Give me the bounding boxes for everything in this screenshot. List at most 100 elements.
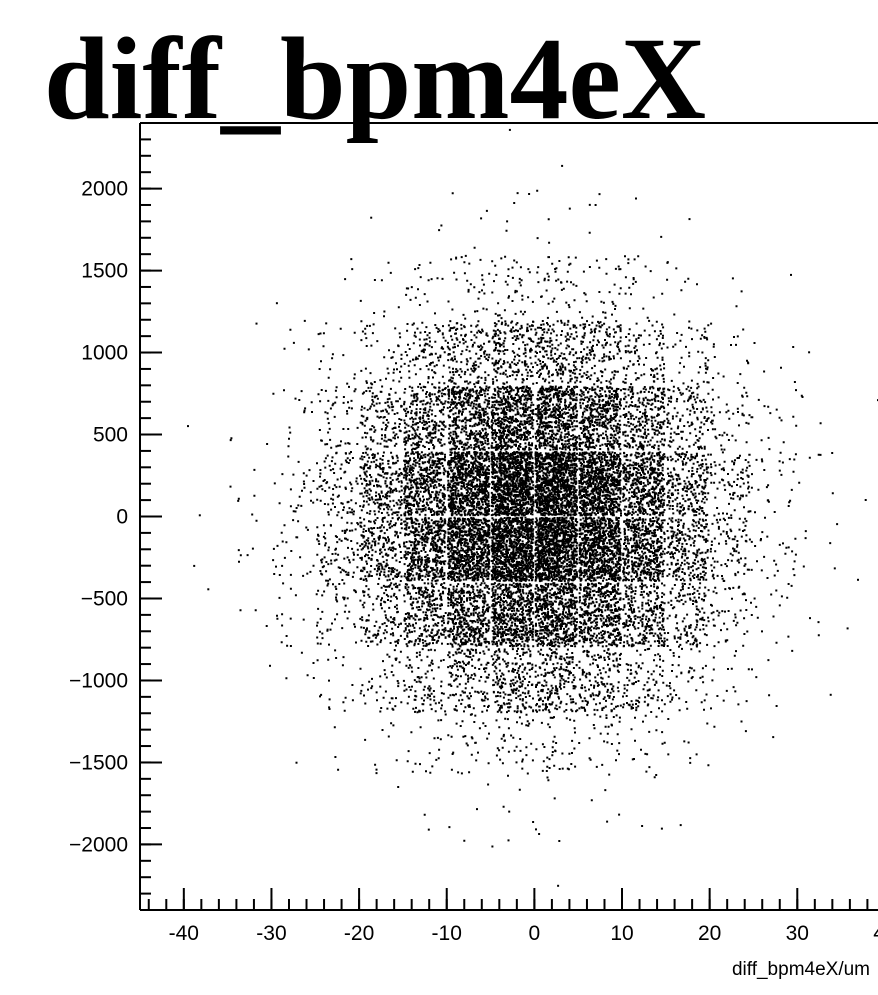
- dot-cluster: [505, 192, 531, 232]
- dot-cluster: [535, 716, 577, 779]
- dot-cluster: [275, 302, 278, 305]
- dot-cluster: [438, 224, 443, 232]
- x-tick-label: 40: [873, 922, 878, 945]
- x-tick-label: -30: [256, 922, 286, 945]
- dot-cluster: [666, 261, 698, 316]
- dot-cluster: [710, 386, 754, 451]
- y-tick-label: 1500: [81, 260, 128, 283]
- dot-cluster: [333, 726, 340, 771]
- dot-cluster: [666, 582, 710, 648]
- dot-cluster: [446, 516, 491, 582]
- y-tick-label: 2000: [81, 178, 128, 201]
- dot-cluster: [448, 783, 490, 842]
- dot-cluster: [447, 254, 491, 320]
- dot-cluster: [754, 451, 797, 514]
- dot-cluster: [403, 516, 447, 582]
- dot-cluster: [508, 128, 511, 131]
- dot-cluster: [237, 519, 258, 563]
- dot-cluster: [198, 514, 201, 517]
- dot-cluster: [557, 884, 560, 887]
- dot-cluster: [754, 516, 797, 579]
- dot-cluster: [864, 499, 867, 501]
- x-tick-label: -40: [169, 922, 199, 945]
- dot-cluster: [753, 583, 793, 644]
- dot-cluster: [757, 389, 798, 451]
- dot-cluster: [269, 664, 271, 667]
- dot-cluster: [317, 322, 356, 385]
- dot-cluster: [713, 720, 747, 733]
- dot-cluster: [316, 451, 359, 517]
- dot-cluster: [490, 385, 535, 451]
- dot-cluster: [536, 189, 571, 244]
- dot-cluster: [666, 517, 710, 582]
- dot-cluster: [490, 647, 535, 714]
- scatter-area: [187, 128, 878, 887]
- dot-cluster: [709, 451, 753, 517]
- dot-cluster: [578, 713, 621, 776]
- dot-cluster: [857, 578, 859, 581]
- dot-cluster: [846, 627, 849, 630]
- dot-cluster: [666, 451, 710, 517]
- dot-cluster: [666, 320, 710, 385]
- dot-cluster: [495, 713, 534, 777]
- dot-cluster: [622, 516, 666, 583]
- dot-cluster: [710, 585, 753, 648]
- dot-cluster: [622, 319, 666, 386]
- dot-cluster: [578, 258, 622, 319]
- dot-cluster: [578, 648, 622, 713]
- dot-cluster: [359, 582, 402, 647]
- x-tick-label: -20: [344, 922, 374, 945]
- dot-cluster: [272, 519, 315, 577]
- dot-cluster: [405, 261, 444, 315]
- dot-cluster: [535, 779, 561, 842]
- dot-cluster: [578, 451, 622, 517]
- dot-cluster: [809, 617, 820, 637]
- x-axis-label: diff_bpm4eX/um: [732, 959, 870, 980]
- dot-cluster: [397, 786, 400, 788]
- chart-title: diff_bpm4eX: [44, 13, 706, 144]
- dot-cluster: [491, 255, 534, 320]
- dot-cluster: [187, 425, 189, 428]
- dot-cluster: [534, 385, 579, 451]
- dot-cluster: [588, 193, 601, 234]
- dot-cluster: [451, 192, 488, 249]
- dot-cluster: [798, 452, 834, 495]
- dot-cluster: [667, 718, 710, 767]
- dot-cluster: [406, 713, 447, 774]
- y-tick-label: −2000: [69, 833, 128, 856]
- dot-cluster: [622, 647, 666, 713]
- dot-cluster: [808, 351, 811, 354]
- dot-cluster: [283, 319, 310, 351]
- dot-cluster: [359, 451, 403, 517]
- dot-cluster: [446, 582, 491, 648]
- dot-cluster: [710, 650, 753, 710]
- dot-cluster: [688, 218, 691, 221]
- dot-cluster: [635, 197, 663, 238]
- dot-cluster: [578, 320, 622, 386]
- dot-cluster: [315, 582, 357, 646]
- dot-cluster: [239, 609, 268, 627]
- dot-cluster: [255, 322, 258, 325]
- dot-cluster: [679, 824, 682, 827]
- dot-cluster: [710, 322, 750, 384]
- dot-cluster: [790, 273, 792, 276]
- dot-cluster: [272, 389, 313, 448]
- dot-cluster: [447, 713, 490, 775]
- dot-cluster: [317, 385, 359, 449]
- y-tick-label: 1000: [81, 342, 128, 365]
- dot-cluster: [423, 813, 430, 831]
- dot-cluster: [502, 788, 535, 842]
- dot-cluster: [534, 516, 579, 583]
- dot-cluster: [447, 647, 490, 713]
- dot-cluster: [534, 647, 579, 714]
- dot-cluster: [285, 651, 315, 680]
- dot-cluster: [490, 516, 535, 582]
- dot-cluster: [622, 385, 666, 451]
- dot-cluster: [534, 582, 579, 648]
- dot-cluster: [641, 825, 663, 830]
- dot-cluster: [561, 164, 564, 167]
- dot-cluster: [402, 450, 447, 517]
- dot-cluster: [295, 761, 298, 764]
